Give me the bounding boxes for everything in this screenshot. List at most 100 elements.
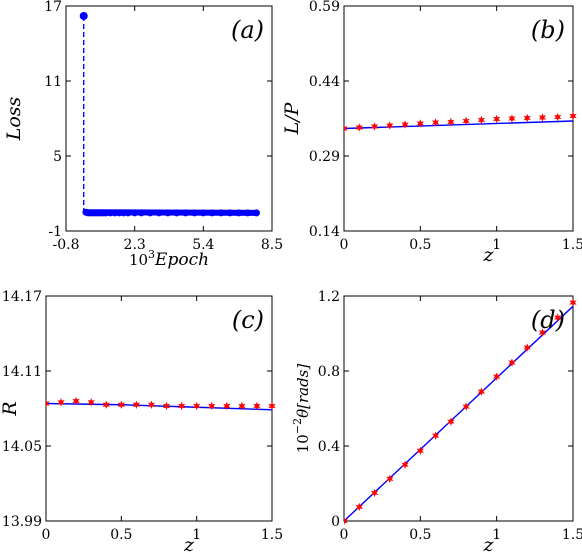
x-axis-label: z (482, 534, 494, 552)
data-point (155, 209, 163, 217)
data-point (164, 209, 172, 217)
data-point (207, 401, 216, 411)
x-tick-label: 0 (340, 527, 349, 543)
data-point (416, 446, 425, 456)
data-point (477, 115, 486, 125)
x-tick-label: 0 (340, 237, 349, 253)
y-tick-label: 1.2 (318, 289, 340, 305)
data-point (253, 401, 261, 411)
data-point (386, 474, 394, 484)
y-tick-label: 14.05 (2, 439, 42, 455)
panel-b: 0 0.5 1 1.5 0.14 0.29 0.44 0.59 (b) z L/P (281, 0, 582, 266)
y-tick-label: 13.99 (2, 514, 42, 530)
data-point (173, 209, 181, 217)
series-line (46, 402, 273, 411)
data-point (190, 209, 198, 217)
y-axis-label: 10−2θ[rads] (291, 364, 312, 454)
data-point (344, 516, 348, 526)
data-point (462, 116, 470, 126)
data-layer (344, 298, 577, 526)
data-point (147, 400, 156, 410)
data-point (217, 209, 225, 217)
data-point (386, 121, 394, 130)
data-point (268, 401, 276, 411)
y-tick-label: 11 (44, 74, 62, 90)
data-point (477, 387, 486, 397)
data-point (87, 397, 95, 407)
x-tick-label: 0.5 (110, 527, 132, 543)
x-axis-label: z (482, 244, 494, 266)
x-tick-label: 1.5 (562, 237, 582, 253)
data-point (124, 209, 132, 217)
data-point (523, 343, 531, 352)
y-tick-label: 0.44 (309, 74, 340, 90)
y-axis-label: R (0, 401, 21, 416)
panel-c: 0 0.5 1 1.5 13.99 14.05 14.11 14.17 (c) z R (0, 289, 283, 552)
y-tick-label: 0.8 (318, 364, 340, 380)
y-tick-label: 0.29 (309, 149, 340, 165)
data-point (146, 209, 154, 217)
data-point (508, 114, 516, 123)
data-point (57, 397, 65, 407)
data-point (182, 209, 190, 217)
x-tick-label: 0.5 (409, 527, 431, 543)
x-axis-label: z (183, 534, 195, 552)
data-point (370, 122, 379, 131)
panel-d: 0 0.5 1 1.5 0 0.4 0.8 1.2 (d) z 10−2θ[rads] (291, 289, 582, 552)
data-point (462, 402, 470, 412)
x-tick-label: 0.5 (409, 237, 431, 253)
data-point (238, 401, 246, 411)
data-point (252, 209, 260, 217)
data-point (553, 112, 562, 122)
plot-frame (343, 295, 574, 522)
panel-label: (a) (231, 16, 264, 44)
y-tick-label: 0 (331, 514, 340, 530)
data-point (431, 118, 440, 127)
y-tick-label: 0.4 (318, 439, 340, 455)
data-point (199, 209, 207, 217)
x-tick-label: 5.4 (192, 237, 214, 253)
data-point (401, 120, 409, 129)
plot-frame (65, 5, 273, 232)
y-axis-label: L/P (281, 101, 303, 135)
data-point (538, 113, 547, 122)
x-tick-label: 1.5 (261, 527, 283, 543)
data-point (102, 400, 111, 410)
data-point (244, 209, 252, 217)
data-point (132, 400, 141, 410)
data-layer (344, 111, 577, 133)
x-tick-label: 1 (192, 527, 201, 543)
y-tick-label: 14.11 (2, 364, 42, 380)
data-layer (79, 12, 260, 217)
series-line (344, 120, 574, 130)
data-point (355, 123, 364, 132)
y-tick-label: 17 (44, 0, 62, 15)
x-axis-label: 103Epoch (129, 248, 209, 270)
x-tick-label: 1.5 (562, 527, 582, 543)
data-point (523, 113, 531, 123)
panel-label: (c) (232, 306, 264, 334)
y-tick-label: 5 (53, 149, 62, 165)
x-tick-label: 1 (492, 527, 501, 543)
y-tick-label: 0.14 (309, 224, 340, 240)
y-tick-label: 14.17 (2, 289, 42, 305)
data-point (117, 400, 126, 410)
data-point (447, 417, 455, 427)
x-tick-label: 1 (492, 237, 501, 253)
series-line (344, 305, 574, 522)
x-tick-label: 8.5 (261, 237, 283, 253)
data-point (508, 358, 516, 367)
panel-a: -0.8 2.3 5.4 8.5 -1 5 11 17 (a) 103Epoch Loss (3, 0, 283, 270)
data-point (416, 119, 425, 128)
data-point (492, 114, 501, 124)
data-point (162, 401, 171, 411)
data-point (370, 488, 379, 498)
x-tick-label: -0.8 (53, 237, 80, 253)
data-point (355, 502, 364, 512)
data-point (553, 313, 562, 322)
data-point (569, 298, 577, 307)
data-point (208, 209, 216, 217)
data-point (569, 111, 577, 121)
data-point (46, 399, 50, 408)
